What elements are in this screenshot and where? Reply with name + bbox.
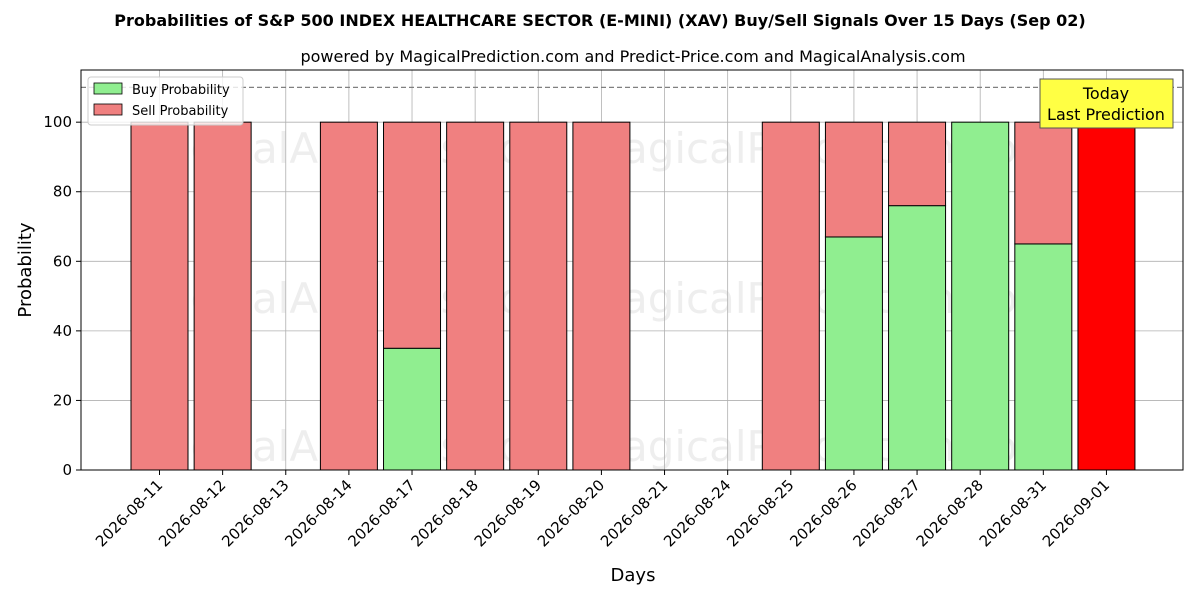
x-tick-label: 2026-09-01	[1039, 476, 1113, 550]
y-tick-label: 80	[53, 183, 72, 201]
legend-label-sell: Sell Probability	[132, 104, 229, 119]
bar-sell-2026-08-17	[383, 121, 442, 349]
x-tick-label: 2026-08-26	[786, 476, 860, 550]
x-tick-label: 2026-08-24	[660, 476, 734, 550]
bar-buy-2026-08-31	[1014, 243, 1073, 471]
bar-sell-2026-08-11	[130, 121, 189, 471]
x-tick-label: 2026-08-18	[408, 476, 482, 550]
bar-sell-2026-08-12	[193, 121, 252, 471]
legend-label-buy: Buy Probability	[132, 83, 230, 98]
annotation-box	[1039, 78, 1174, 129]
annotation-line-2: Last Prediction	[1047, 105, 1165, 124]
bar-buy-2026-08-28	[951, 121, 1010, 471]
legend-swatch-buy	[93, 82, 123, 95]
bar-buy-2026-08-27	[888, 205, 947, 471]
x-tick-label: 2026-08-13	[218, 476, 292, 550]
x-axis-ticks: 2026-08-112026-08-122026-08-132026-08-14…	[92, 470, 1113, 550]
annotation-line-1: Today	[1082, 84, 1129, 103]
x-tick-label: 2026-08-20	[534, 476, 608, 550]
bar-sell-2026-08-27	[888, 121, 947, 207]
bar-sell-2026-09-01	[1077, 121, 1136, 471]
y-tick-label: 40	[53, 322, 72, 340]
legend: Buy Probability Sell Probability	[87, 76, 244, 126]
x-tick-label: 2026-08-12	[155, 476, 229, 550]
x-axis-label: Days	[611, 565, 656, 586]
bar-sell-2026-08-25	[761, 121, 820, 471]
bar-sell-2026-08-19	[509, 121, 568, 471]
chart-title: Probabilities of S&P 500 INDEX HEALTHCAR…	[114, 11, 1085, 30]
legend-box	[87, 76, 244, 126]
bar-buy-2026-08-26	[824, 236, 883, 471]
bar-sell-2026-08-20	[572, 121, 631, 471]
x-tick-label: 2026-08-28	[913, 476, 987, 550]
x-tick-label: 2026-08-11	[92, 476, 166, 550]
x-tick-label: 2026-08-17	[344, 476, 418, 550]
bar-sell-2026-08-31	[1014, 121, 1073, 245]
x-tick-label: 2026-08-31	[976, 476, 1050, 550]
chart-subtitle: powered by MagicalPrediction.com and Pre…	[300, 47, 965, 66]
y-axis-label: Probability	[15, 222, 36, 317]
x-tick-label: 2026-08-21	[597, 476, 671, 550]
bar-sell-2026-08-14	[319, 121, 378, 471]
y-tick-label: 20	[53, 391, 72, 409]
y-tick-label: 100	[43, 113, 72, 131]
y-tick-label: 0	[62, 461, 72, 479]
bar-buy-2026-08-17	[383, 347, 442, 471]
bar-sell-2026-08-18	[446, 121, 505, 471]
bar-sell-2026-08-26	[824, 121, 883, 238]
y-tick-label: 60	[53, 252, 72, 270]
x-tick-label: 2026-08-19	[471, 476, 545, 550]
plot-frame	[80, 69, 1184, 471]
x-tick-label: 2026-08-27	[850, 476, 924, 550]
legend-swatch-sell	[93, 103, 123, 116]
y-axis-ticks: 0 20 40 60 80 100	[43, 113, 81, 479]
today-annotation: Today Last Prediction	[1039, 78, 1174, 129]
bars	[130, 121, 1136, 471]
x-tick-label: 2026-08-25	[723, 476, 797, 550]
x-tick-label: 2026-08-14	[281, 476, 355, 550]
